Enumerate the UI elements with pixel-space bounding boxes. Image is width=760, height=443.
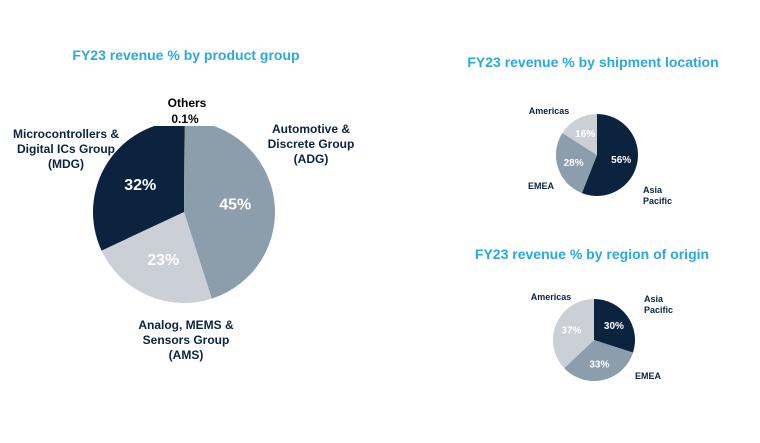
shipment-asia-pacific-label: Asia Pacific — [643, 185, 673, 207]
pie-slice — [184, 120, 185, 212]
origin-americas-label: Americas — [530, 292, 572, 302]
pie-slice-percent-label: 37% — [561, 326, 581, 337]
pie-slice — [555, 133, 597, 194]
others-slice-percent: 0.1% — [155, 112, 215, 126]
pie-slice-percent-label: 33% — [589, 360, 609, 371]
ams-slice-label: Analog, MEMS & Sensors Group (AMS) — [138, 318, 234, 362]
pie-slice — [92, 120, 184, 251]
product-group-chart-title: FY23 revenue % by product group — [72, 47, 300, 63]
others-slice-label: Others — [167, 96, 207, 110]
shipment-emea-label: EMEA — [527, 181, 554, 191]
mdg-slice-label: Microcontrollers & Digital ICs Group (MD… — [12, 127, 120, 171]
shipment-location-chart-title: FY23 revenue % by shipment location — [467, 54, 719, 70]
pie-slice — [552, 299, 594, 369]
pie-slice-percent-label: 30% — [604, 321, 624, 332]
pie-slice-percent-label: 56% — [611, 155, 631, 166]
pie-slice-percent-label: 16% — [575, 129, 595, 140]
pie-slice-percent-label: 23% — [147, 252, 179, 269]
region-of-origin-chart-title: FY23 revenue % by region of origin — [474, 246, 710, 262]
adg-slice-label: Automotive & Discrete Group (ADG) — [267, 122, 355, 166]
pie-slice — [101, 212, 212, 303]
origin-asia-pacific-label: Asia Pacific — [644, 294, 674, 316]
product-group-pie-chart: 45% 23% 32% — [92, 120, 275, 303]
pie-slice-percent-label: 28% — [564, 158, 584, 169]
pie-slice — [581, 114, 639, 196]
pie-slice — [184, 121, 275, 299]
shipment-location-pie-chart: 56% 28% 16% — [555, 114, 639, 196]
pie-slice-percent-label: 45% — [219, 197, 251, 214]
pie-slice — [564, 340, 633, 382]
origin-emea-label: EMEA — [634, 371, 661, 381]
shipment-americas-label: Americas — [528, 106, 570, 116]
pie-slice — [562, 114, 597, 155]
region-of-origin-pie-chart: 30% 33% 37% — [552, 299, 635, 382]
pie-slice — [594, 299, 635, 353]
pie-slice-percent-label: 32% — [124, 177, 156, 194]
